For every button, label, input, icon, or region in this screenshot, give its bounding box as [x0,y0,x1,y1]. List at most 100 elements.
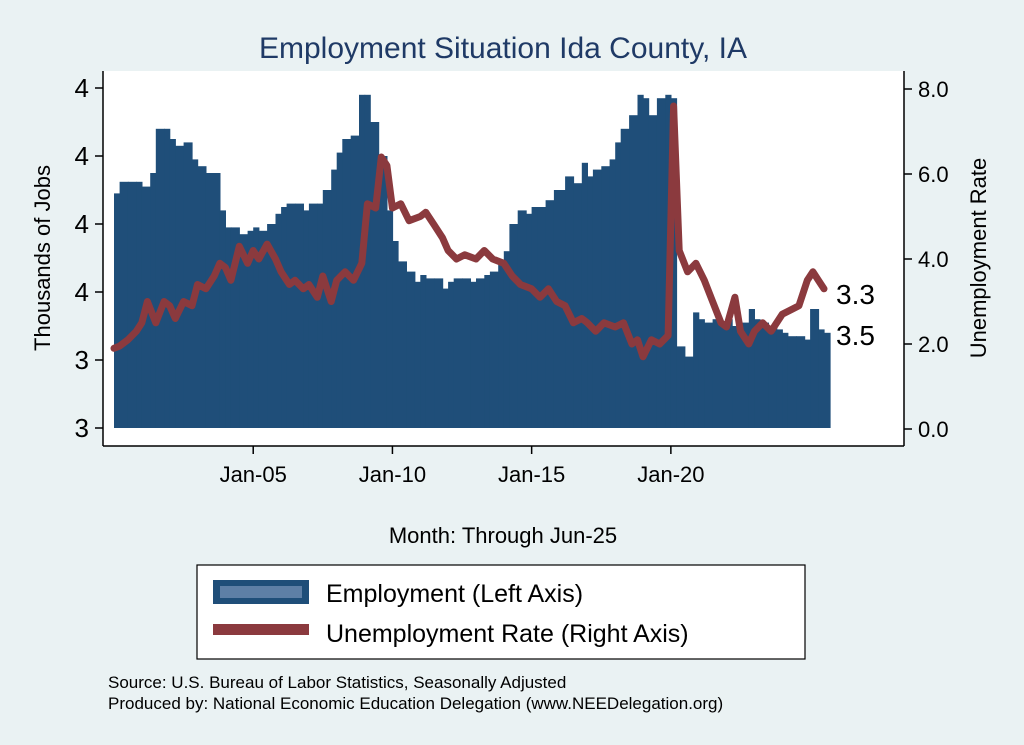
employment-bar [698,319,705,428]
left-tick-label: 4 [75,73,89,103]
x-tick-label: Jan-15 [498,462,565,487]
left-axis-label: Thousands of Jobs [30,165,55,351]
employment-bar [470,281,477,428]
employment-bar [286,203,296,428]
employment-bar [637,94,644,429]
employment-bar [462,278,471,428]
employment-bar [760,322,769,428]
employment-bar [810,309,820,428]
employment-bar [136,181,143,428]
employment-bar [317,203,324,428]
employment-bar [230,227,240,428]
employment-bar [164,128,171,429]
employment-bar [804,339,811,428]
legend-label-employment: Employment (Left Axis) [326,580,583,608]
employment-bar [740,322,750,428]
unemployment-line-layer [110,102,828,361]
employment-bar [503,251,510,428]
employment-bar [448,281,455,428]
employment-bar [721,322,728,428]
employment-bar [386,210,394,428]
employment-bar [670,98,678,428]
employment-bar [587,176,594,428]
employment-bar [453,278,463,428]
employment-bar [517,210,527,428]
employment-bar [553,190,561,428]
employment-bar [768,326,778,428]
employment-bar [183,142,193,428]
employment-bar [378,156,388,428]
end-label-employment: 3.5 [836,320,875,351]
right-axis-label: Unemployment Rate [966,158,991,359]
employment-bar [704,322,714,428]
employment-bar [484,275,491,428]
producer-note: Produced by: National Economic Education… [108,694,723,713]
employment-bar [629,115,639,428]
employment-bar [119,181,129,428]
employment-bar [398,261,407,428]
source-note: Source: U.S. Bureau of Labor Statistics,… [108,673,566,692]
employment-bar [656,98,666,428]
employment-bar [559,190,566,428]
employment-bar [336,152,343,428]
employment-bar [155,128,165,429]
employment-bar [114,193,121,428]
employment-bar [545,200,555,428]
employment-bar [258,230,268,428]
employment-bar [295,203,304,428]
right-axis-ticks: 0.0 2.0 4.0 6.0 8.0 [904,77,949,442]
employment-bar [748,309,755,428]
employment-bar [267,224,277,428]
employment-bar [247,230,254,428]
x-tick-label: Jan-05 [220,462,287,487]
employment-bar [127,181,137,428]
employment-bar [370,122,380,428]
employment-bar [219,210,226,428]
employment-bar [275,213,282,428]
employment-bar [303,210,310,428]
employment-bar [726,319,733,428]
end-label-unemployment: 3.3 [836,279,875,310]
x-tick-label: Jan-10 [359,462,426,487]
employment-bar [601,166,611,428]
legend-swatch-employment-inner [220,586,302,598]
employment-bar [684,356,694,428]
legend-swatch-unemployment [213,624,309,635]
left-tick-label: 4 [75,209,89,239]
employment-bar [732,326,742,428]
right-tick-label: 8.0 [918,77,949,102]
right-tick-label: 6.0 [918,162,949,187]
employment-bar [211,173,221,428]
employment-bar [643,98,650,428]
employment-bar [526,213,533,428]
right-tick-label: 4.0 [918,247,949,272]
employment-bar [648,115,658,428]
employment-bar [414,281,421,428]
right-tick-label: 2.0 [918,332,949,357]
x-axis-label: Month: Through Jun-25 [389,523,617,548]
employment-bar [281,207,288,428]
employment-bar [676,346,686,428]
employment-bar [308,203,318,428]
employment-bar [693,312,700,428]
employment-bar [712,319,722,428]
x-tick-label: Jan-20 [637,462,704,487]
employment-bar [150,173,157,428]
employment-bar [489,271,499,428]
employment-bar [796,336,806,428]
employment-bar [406,271,416,428]
right-tick-label: 0.0 [918,417,949,442]
employment-bar [239,234,249,428]
employment-bar [573,183,583,428]
employment-bar [197,166,207,428]
left-tick-label: 3 [75,345,89,375]
left-tick-label: 4 [75,141,89,171]
employment-bar [581,162,588,429]
employment-bar [476,278,485,428]
employment-bar [434,278,444,428]
employment-bar [425,278,435,428]
employment-bar [364,94,371,429]
employment-bar [225,227,232,428]
employment-bar [615,142,622,428]
